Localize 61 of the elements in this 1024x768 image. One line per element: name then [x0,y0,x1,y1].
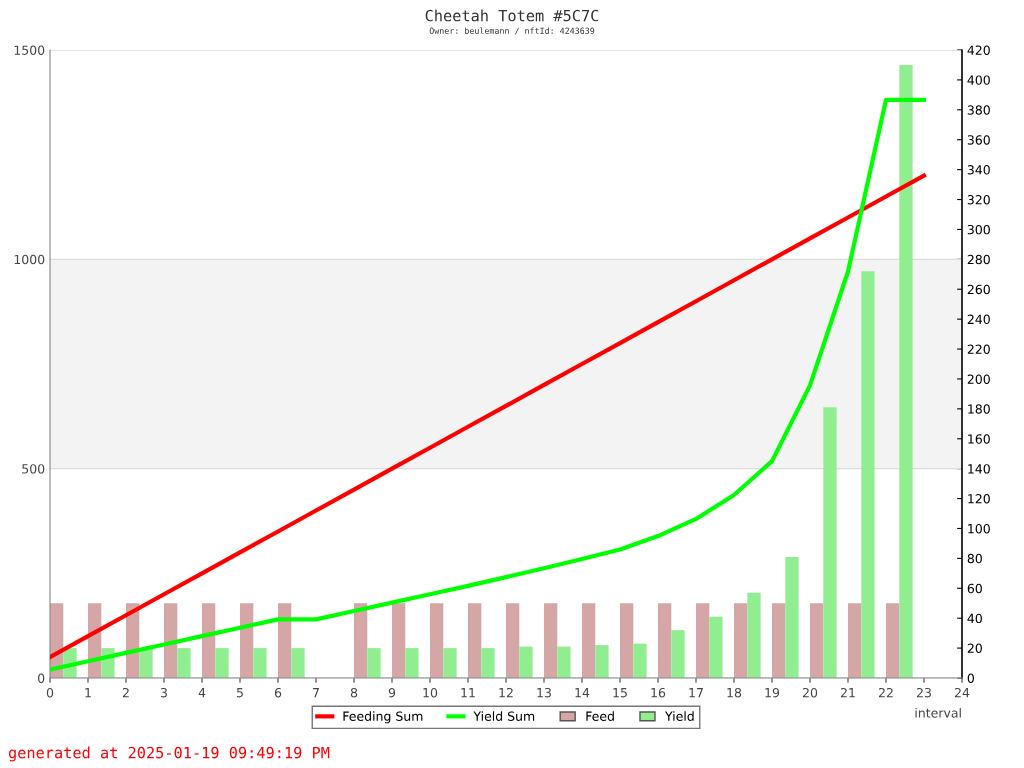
y2-tick-label: 360 [967,135,990,145]
x-tick-label: 1 [85,688,91,698]
x-axis-title: interval [915,707,961,718]
y2-tick-label: 320 [967,195,990,205]
y2-tick-label: 80 [967,553,982,564]
y2-tick-label: 180 [968,404,990,414]
line-series [50,173,927,660]
x-tick-label: 10 [423,687,438,698]
y2-tick-label: 100 [968,523,990,534]
x-tick-label: 3 [160,687,167,698]
y2-tick-label: 40 [967,613,982,624]
x-tick-label: 15 [613,688,627,698]
x-tick-label: 9 [388,687,396,698]
x-tick-label: 21 [840,687,855,698]
x-tick-label: 11 [461,688,475,698]
y2-tick-label: 280 [967,254,990,265]
x-tick-label: 12 [499,687,513,698]
y2-tick-label: 340 [967,165,990,175]
x-tick-label: 18 [727,687,742,698]
x-tick-label: 22 [878,687,893,698]
y2-tick-label: 160 [968,434,990,444]
x-tick-label: 5 [236,688,243,698]
x-tick-label: 20 [802,687,818,698]
y-tick-label: 1000 [14,254,45,265]
y2-tick-label: 400 [967,75,990,85]
x-tick-label: 23 [916,687,931,698]
y-tick-label: 1500 [14,45,45,55]
x-tick-label: 24 [954,687,970,698]
y-tick-label: 500 [22,464,45,474]
x-tick-label: 4 [198,688,206,698]
y2-tick-label: 380 [967,105,990,115]
chart-title: Cheetah Totem #5C7C [425,9,599,22]
y2-tick-label: 240 [967,314,990,325]
x-tick-label: 14 [575,688,590,698]
chart-subtitle: Owner: beulemann / nftId: 4243639 [429,27,595,35]
legend-label: Feeding Sum [343,711,423,724]
y2-tick-label: 220 [967,344,990,354]
y2-tick-label: 420 [967,45,990,55]
y2-tick-label: 140 [968,464,990,474]
legend-label: Yield [664,711,694,721]
x-tick-label: 7 [313,688,319,698]
y2-tick-label: 200 [967,374,990,384]
y2-tick-label: 20 [967,643,982,654]
x-tick-label: 16 [651,687,666,698]
y2-tick-label: 120 [968,494,990,504]
legend-label: Yield Sum [473,711,535,721]
x-tick-label: 6 [274,687,282,698]
x-tick-label: 8 [350,687,358,698]
x-tick-label: 2 [122,687,129,698]
text: generated at 2025-01-19 09:49:19 PM [8,746,330,762]
line-series [50,97,927,672]
x-tick-label: 13 [537,687,551,698]
y2-tick-label: 0 [967,673,974,683]
x-tick-label: 19 [765,687,780,698]
y2-tick-label: 300 [967,224,990,235]
y-tick-label: 0 [38,673,45,683]
x-tick-label: 0 [46,687,54,698]
y2-tick-label: 60 [967,583,982,594]
legend-label: Feed [586,711,614,721]
y2-tick-label: 260 [967,284,990,295]
x-tick-label: 17 [689,688,703,698]
